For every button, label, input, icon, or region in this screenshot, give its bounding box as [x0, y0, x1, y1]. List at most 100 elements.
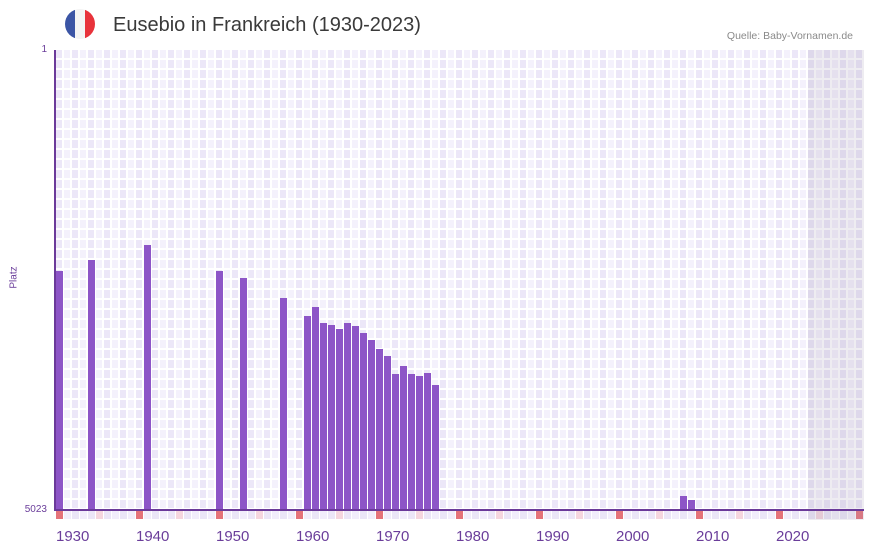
year-marker: [344, 511, 351, 519]
year-marker: [560, 511, 567, 519]
year-marker: [640, 511, 647, 519]
year-marker: [552, 511, 559, 519]
bar-1973: [400, 366, 407, 510]
half-decade-marker: [816, 511, 823, 519]
france-flag-icon: [65, 9, 95, 39]
year-marker: [448, 511, 455, 519]
year-marker: [424, 511, 431, 519]
half-decade-marker: [256, 511, 263, 519]
year-marker: [584, 511, 591, 519]
year-marker: [352, 511, 359, 519]
year-marker: [88, 511, 95, 519]
year-marker: [384, 511, 391, 519]
year-marker: [144, 511, 151, 519]
y-tick-bottom: 5023: [24, 504, 47, 515]
x-tick-2020: 2020: [776, 528, 810, 545]
half-decade-marker: [416, 511, 423, 519]
x-tick-1940: 1940: [136, 528, 170, 545]
bar-2009: [688, 500, 695, 510]
chart-title: Eusebio in Frankreich (1930-2023): [113, 14, 421, 36]
year-marker: [544, 511, 551, 519]
year-marker: [112, 511, 119, 519]
year-marker: [672, 511, 679, 519]
y-axis-title: Platz: [8, 266, 20, 289]
decade-marker: [136, 511, 143, 519]
year-marker: [104, 511, 111, 519]
half-decade-marker: [656, 511, 663, 519]
year-marker: [464, 511, 471, 519]
bar-1965: [336, 329, 343, 510]
year-marker: [248, 511, 255, 519]
year-marker: [440, 511, 447, 519]
year-marker: [472, 511, 479, 519]
year-marker: [264, 511, 271, 519]
bar-1974: [408, 373, 415, 510]
bar-1968: [360, 333, 367, 510]
bar-1953: [240, 277, 247, 510]
year-marker: [128, 511, 135, 519]
year-marker: [328, 511, 335, 519]
half-decade-marker: [336, 511, 343, 519]
decade-marker: [456, 511, 463, 519]
bar-1963: [320, 322, 327, 510]
half-decade-marker: [576, 511, 583, 519]
year-marker: [720, 511, 727, 519]
y-axis-line: [54, 50, 56, 511]
year-marker: [80, 511, 87, 519]
decade-marker: [56, 511, 63, 519]
x-tick-1960: 1960: [296, 528, 330, 545]
year-marker: [480, 511, 487, 519]
plot-grid: [56, 50, 864, 510]
decade-marker: [856, 511, 863, 519]
source-credit: Quelle: Baby-Vornamen.de: [726, 30, 853, 42]
x-axis-baseline: [54, 509, 864, 511]
bar-1964: [328, 324, 335, 510]
year-marker: [208, 511, 215, 519]
year-marker: [120, 511, 127, 519]
year-marker: [168, 511, 175, 519]
decade-marker: [216, 511, 223, 519]
bar-1967: [352, 325, 359, 510]
year-marker: [768, 511, 775, 519]
bar-1958: [280, 298, 287, 510]
decade-marker: [696, 511, 703, 519]
x-tick-1930: 1930: [56, 528, 90, 545]
bar-1977: [432, 384, 439, 510]
year-marker: [320, 511, 327, 519]
year-marker: [192, 511, 199, 519]
year-marker: [368, 511, 375, 519]
decade-marker: [536, 511, 543, 519]
year-marker: [648, 511, 655, 519]
year-marker: [232, 511, 239, 519]
year-marker: [488, 511, 495, 519]
year-marker: [760, 511, 767, 519]
year-marker: [848, 511, 855, 519]
bar-1930: [56, 271, 63, 510]
year-marker: [408, 511, 415, 519]
year-marker: [832, 511, 839, 519]
year-marker: [688, 511, 695, 519]
year-marker: [72, 511, 79, 519]
x-tick-1950: 1950: [216, 528, 250, 545]
year-marker: [808, 511, 815, 519]
year-marker: [432, 511, 439, 519]
year-marker: [712, 511, 719, 519]
year-marker: [288, 511, 295, 519]
bar-1969: [368, 339, 375, 510]
year-marker: [512, 511, 519, 519]
year-marker: [160, 511, 167, 519]
year-marker: [752, 511, 759, 519]
half-decade-marker: [736, 511, 743, 519]
year-marker: [224, 511, 231, 519]
half-decade-marker: [176, 511, 183, 519]
year-marker: [200, 511, 207, 519]
bar-1950: [216, 271, 223, 510]
decade-marker: [296, 511, 303, 519]
x-tick-2010: 2010: [696, 528, 730, 545]
year-marker: [304, 511, 311, 519]
year-marker: [280, 511, 287, 519]
year-marker: [184, 511, 191, 519]
year-marker: [824, 511, 831, 519]
year-marker: [568, 511, 575, 519]
bar-1966: [344, 322, 351, 510]
